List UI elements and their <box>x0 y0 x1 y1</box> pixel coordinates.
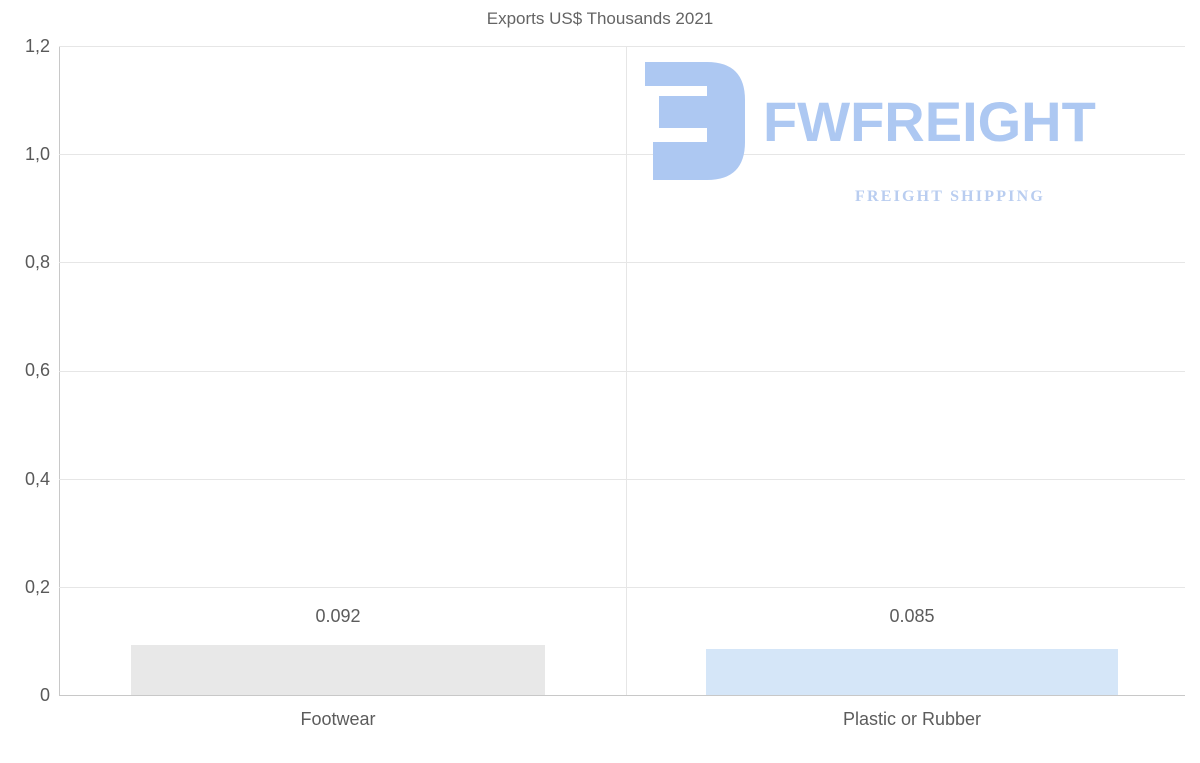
gridline-1_2 <box>59 46 1185 47</box>
category-separator-gridline <box>626 46 627 695</box>
chart-title: Exports US$ Thousands 2021 <box>486 9 714 28</box>
y-axis-tick-label-0_8: 0,8 <box>24 252 50 272</box>
y-axis-tick-label-0_2: 0,2 <box>24 577 50 597</box>
bar-value-label-footwear: 0.092 <box>315 606 361 626</box>
gridline-1_0 <box>59 154 1185 155</box>
plot-area: 0.092 0.085 <box>59 46 1185 696</box>
gridline-0_8 <box>59 262 1185 263</box>
gridline-0_2 <box>59 587 1185 588</box>
x-axis-category-label-footwear: Footwear <box>300 709 376 729</box>
x-axis-baseline <box>59 695 1185 696</box>
y-axis-tick-label-0_4: 0,4 <box>24 469 50 489</box>
x-axis-category-label-plastic-or-rubber: Plastic or Rubber <box>842 709 982 729</box>
y-axis-tick-label-1_2: 1,2 <box>24 36 50 56</box>
y-axis-tick-label-1_0: 1,0 <box>24 144 50 164</box>
bar-plastic-or-rubber[interactable] <box>706 649 1118 695</box>
gridline-0_4 <box>59 479 1185 480</box>
y-axis-tick-label-0_6: 0,6 <box>24 360 50 380</box>
bar-value-label-plastic-or-rubber: 0.085 <box>889 606 935 626</box>
bar-footwear[interactable] <box>131 645 545 695</box>
gridline-0_6 <box>59 371 1185 372</box>
y-axis-tick-label-0: 0 <box>39 685 50 705</box>
